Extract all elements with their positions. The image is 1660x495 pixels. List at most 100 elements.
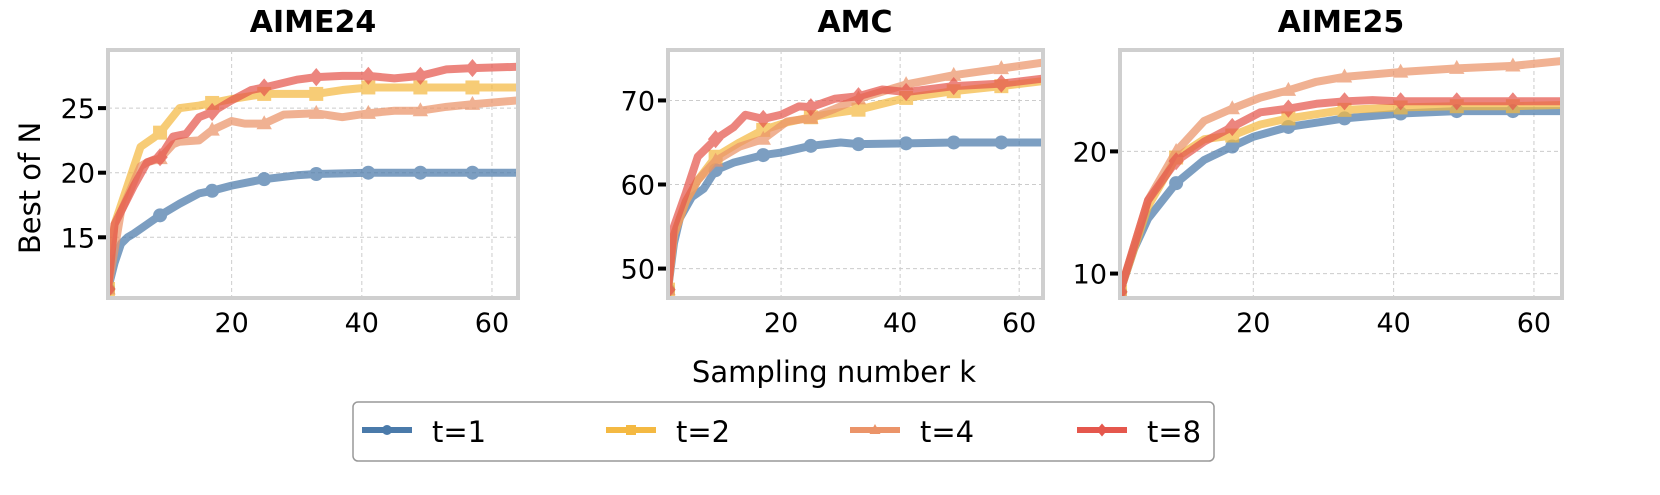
data-point-marker (1336, 68, 1353, 83)
data-point-marker (256, 115, 272, 130)
y-tick-label: 50 (621, 255, 655, 286)
data-point-marker (899, 136, 914, 151)
panel-title-amc: AMC (817, 5, 892, 40)
data-point-marker (1505, 92, 1521, 111)
data-point-marker (1280, 99, 1297, 118)
data-point-marker (153, 125, 168, 140)
legend-label-t2: t=2 (676, 415, 730, 449)
data-point-marker (412, 102, 429, 117)
series-line (668, 74, 1043, 294)
legend-marker-square-icon (626, 425, 636, 435)
data-point-marker (465, 165, 480, 180)
data-point-marker (755, 109, 771, 129)
data-point-marker (309, 167, 324, 181)
data-point-marker (1336, 92, 1353, 111)
data-point-marker (153, 208, 168, 223)
panel-title-aime25: AIME25 (1278, 5, 1404, 40)
x-tick-label: 20 (214, 308, 248, 339)
data-point-marker (946, 77, 962, 96)
data-point-marker (308, 68, 324, 87)
data-point-marker (465, 80, 480, 95)
plot-frame (666, 48, 1045, 300)
plot-frame (106, 48, 520, 300)
data-point-marker (851, 137, 866, 152)
data-point-marker (256, 78, 272, 97)
data-point-marker (707, 152, 724, 167)
legend-label-t4: t=4 (920, 415, 974, 449)
data-point-marker (993, 60, 1010, 75)
legend-label-t8: t=8 (1147, 415, 1201, 449)
series-line (108, 62, 518, 293)
data-point-marker (1224, 117, 1240, 137)
data-point-marker (413, 165, 428, 180)
data-point-marker (803, 98, 819, 117)
data-point-marker (464, 58, 481, 78)
y-tick-label: 10 (1073, 260, 1107, 291)
data-point-marker (1280, 81, 1297, 96)
data-point-marker (204, 102, 220, 122)
x-tick-label: 40 (1376, 308, 1410, 339)
x-tick-label: 20 (1236, 308, 1270, 339)
panel-aime25: 20 40 60 10 20 (1073, 48, 1564, 339)
x-tick-label: 20 (764, 308, 798, 339)
x-tick-label: 40 (345, 308, 379, 339)
panel-aime24: 20 40 60 15 20 25 (61, 48, 520, 339)
series-t4 (1120, 56, 1562, 298)
y-tick-label: 15 (61, 223, 95, 254)
y-axis-label: Best of N (13, 122, 47, 254)
data-point-marker (803, 138, 818, 153)
series-t8 (668, 74, 1043, 298)
data-point-marker (1169, 176, 1184, 191)
plot-frame (1118, 48, 1564, 300)
legend-marker-circle-icon (382, 425, 392, 435)
data-point-marker (412, 66, 429, 85)
x-tick-label: 60 (475, 308, 509, 339)
data-point-marker (1281, 111, 1296, 126)
data-point-marker (1224, 100, 1240, 115)
data-point-marker (361, 80, 376, 95)
legend: t=1 t=2 t=4 t=8 (352, 401, 1215, 462)
y-tick-label: 20 (61, 159, 95, 190)
series-t1 (108, 165, 518, 296)
data-point-marker (1168, 152, 1184, 171)
plot-area (1120, 50, 1562, 298)
series-t8 (108, 58, 518, 298)
x-tick-label: 40 (883, 308, 917, 339)
data-point-marker (898, 82, 914, 102)
y-tick-label: 70 (621, 86, 655, 117)
data-point-marker (850, 87, 867, 106)
panel-amc: 20 40 60 50 60 70 (621, 48, 1045, 339)
data-point-marker (1392, 92, 1409, 111)
data-point-marker (994, 135, 1009, 150)
data-point-marker (413, 80, 428, 95)
data-point-marker (257, 172, 272, 187)
data-point-marker (756, 148, 771, 163)
y-tick-label: 60 (621, 171, 655, 202)
data-point-marker (204, 121, 220, 136)
data-point-marker (803, 109, 819, 124)
legend-marker-diamond-icon (1096, 423, 1108, 437)
data-point-marker (360, 104, 377, 119)
x-axis-label: Sampling number k (692, 355, 976, 389)
data-point-marker (851, 102, 866, 117)
legend-label-t1: t=1 (432, 415, 486, 449)
data-point-marker (308, 104, 324, 119)
data-point-marker (1505, 57, 1521, 72)
data-point-marker (755, 130, 771, 145)
data-point-marker (1225, 139, 1240, 154)
data-point-marker (946, 135, 961, 150)
data-point-marker (1168, 142, 1184, 157)
legend-frame (352, 401, 1215, 462)
data-point-marker (1449, 92, 1465, 111)
y-tick-label: 25 (61, 94, 95, 125)
x-tick-label: 60 (1002, 308, 1036, 339)
data-point-marker (360, 66, 377, 85)
series-line (668, 58, 1043, 294)
data-point-marker (152, 148, 168, 167)
y-tick-label: 20 (1073, 137, 1107, 168)
panels: 20 40 60 15 20 25 20 40 60 50 60 70 20 40 60 10 20 (61, 48, 1564, 339)
data-point-marker (361, 165, 376, 180)
x-tick-label: 60 (1517, 308, 1551, 339)
data-point-marker (946, 66, 962, 81)
